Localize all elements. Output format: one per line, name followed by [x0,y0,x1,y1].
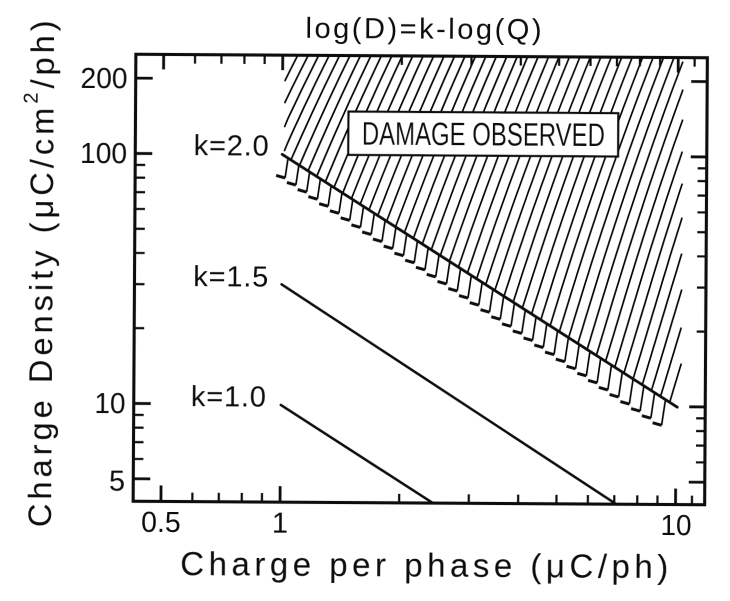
svg-text:k=1.5: k=1.5 [193,261,268,293]
svg-text:1: 1 [272,508,288,540]
svg-text:k=1.0: k=1.0 [191,381,266,413]
svg-text:200: 200 [80,63,127,95]
svg-text:0.5: 0.5 [141,507,181,539]
svg-text:5: 5 [109,466,125,498]
svg-text:k=2.0: k=2.0 [194,130,269,162]
svg-text:100: 100 [80,138,127,170]
svg-text:10: 10 [660,510,691,542]
svg-text:DAMAGE OBSERVED: DAMAGE OBSERVED [362,116,605,153]
svg-text:10: 10 [94,388,125,420]
svg-text:log(D)=k-log(Q): log(D)=k-log(Q) [305,13,541,46]
